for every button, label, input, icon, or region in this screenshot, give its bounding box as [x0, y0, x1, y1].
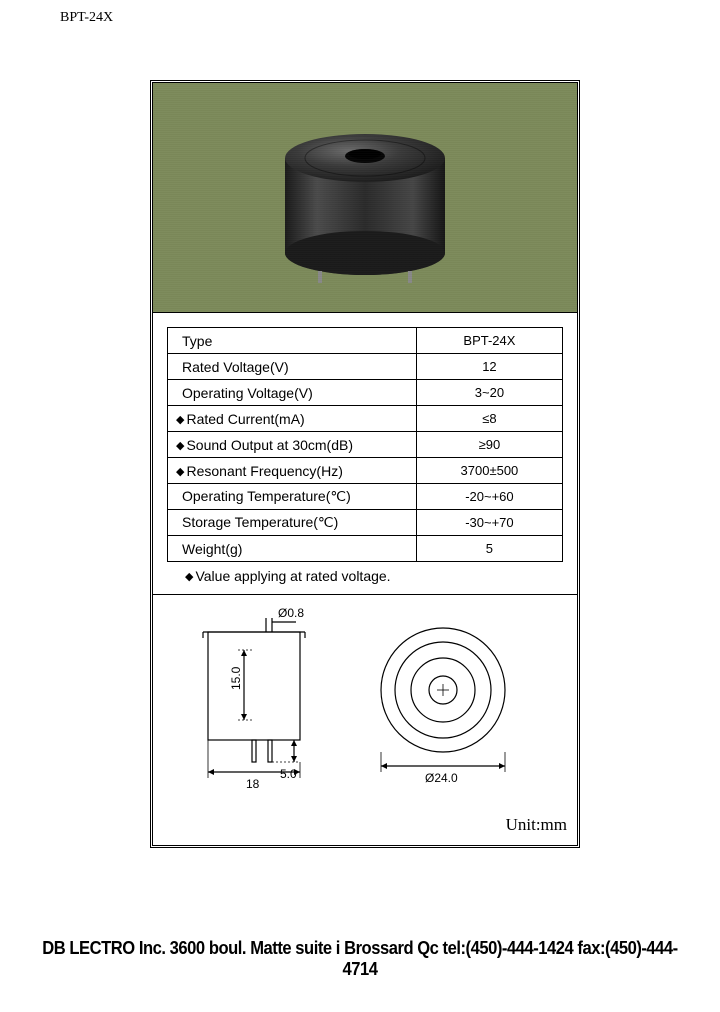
dim-hole-dia: Ø0.8 [278, 606, 304, 620]
spec-label: Storage Temperature(℃) [168, 510, 417, 536]
spec-label: Rated Voltage(V) [168, 354, 417, 380]
dim-height: 15.0 [229, 666, 243, 690]
spec-row: Sound Output at 30cm(dB)≥90 [168, 432, 563, 458]
spec-value: 3~20 [416, 380, 562, 406]
spec-value: ≥90 [416, 432, 562, 458]
spec-value: BPT-24X [416, 328, 562, 354]
spec-label: Operating Temperature(℃) [168, 484, 417, 510]
part-number-header: BPT-24X [60, 10, 113, 26]
spec-label: Sound Output at 30cm(dB) [168, 432, 417, 458]
spec-row: Rated Current(mA)≤8 [168, 406, 563, 432]
spec-label: Operating Voltage(V) [168, 380, 417, 406]
spec-value: 3700±500 [416, 458, 562, 484]
spec-row: Resonant Frequency(Hz)3700±500 [168, 458, 563, 484]
spec-value: 5 [416, 536, 562, 562]
spec-value: -30~+70 [416, 510, 562, 536]
spec-label: Resonant Frequency(Hz) [168, 458, 417, 484]
spec-note: Value applying at rated voltage. [167, 562, 563, 588]
spec-row: TypeBPT-24X [168, 328, 563, 354]
dimension-drawing-cell: Ø0.8 5.0 15.0 [153, 595, 577, 845]
datasheet-frame: TypeBPT-24XRated Voltage(V)12Operating V… [150, 80, 580, 848]
spec-row: Operating Temperature(℃)-20~+60 [168, 484, 563, 510]
dimension-drawing-svg: Ø0.8 5.0 15.0 [153, 595, 583, 825]
spec-value: -20~+60 [416, 484, 562, 510]
spec-table-cell: TypeBPT-24XRated Voltage(V)12Operating V… [153, 313, 577, 595]
dim-outer-dia: Ø24.0 [425, 771, 458, 785]
spec-row: Rated Voltage(V)12 [168, 354, 563, 380]
spec-label: Rated Current(mA) [168, 406, 417, 432]
spec-value: 12 [416, 354, 562, 380]
spec-row: Operating Voltage(V)3~20 [168, 380, 563, 406]
unit-label: Unit:mm [506, 815, 567, 835]
company-footer: DB LECTRO Inc. 3600 boul. Matte suite i … [29, 938, 691, 980]
spec-row: Storage Temperature(℃)-30~+70 [168, 510, 563, 536]
product-photo-cell [153, 83, 577, 313]
spec-label: Weight(g) [168, 536, 417, 562]
spec-label: Type [168, 328, 417, 354]
dim-width: 18 [246, 777, 260, 791]
spec-table: TypeBPT-24XRated Voltage(V)12Operating V… [167, 327, 563, 562]
spec-row: Weight(g)5 [168, 536, 563, 562]
spec-value: ≤8 [416, 406, 562, 432]
